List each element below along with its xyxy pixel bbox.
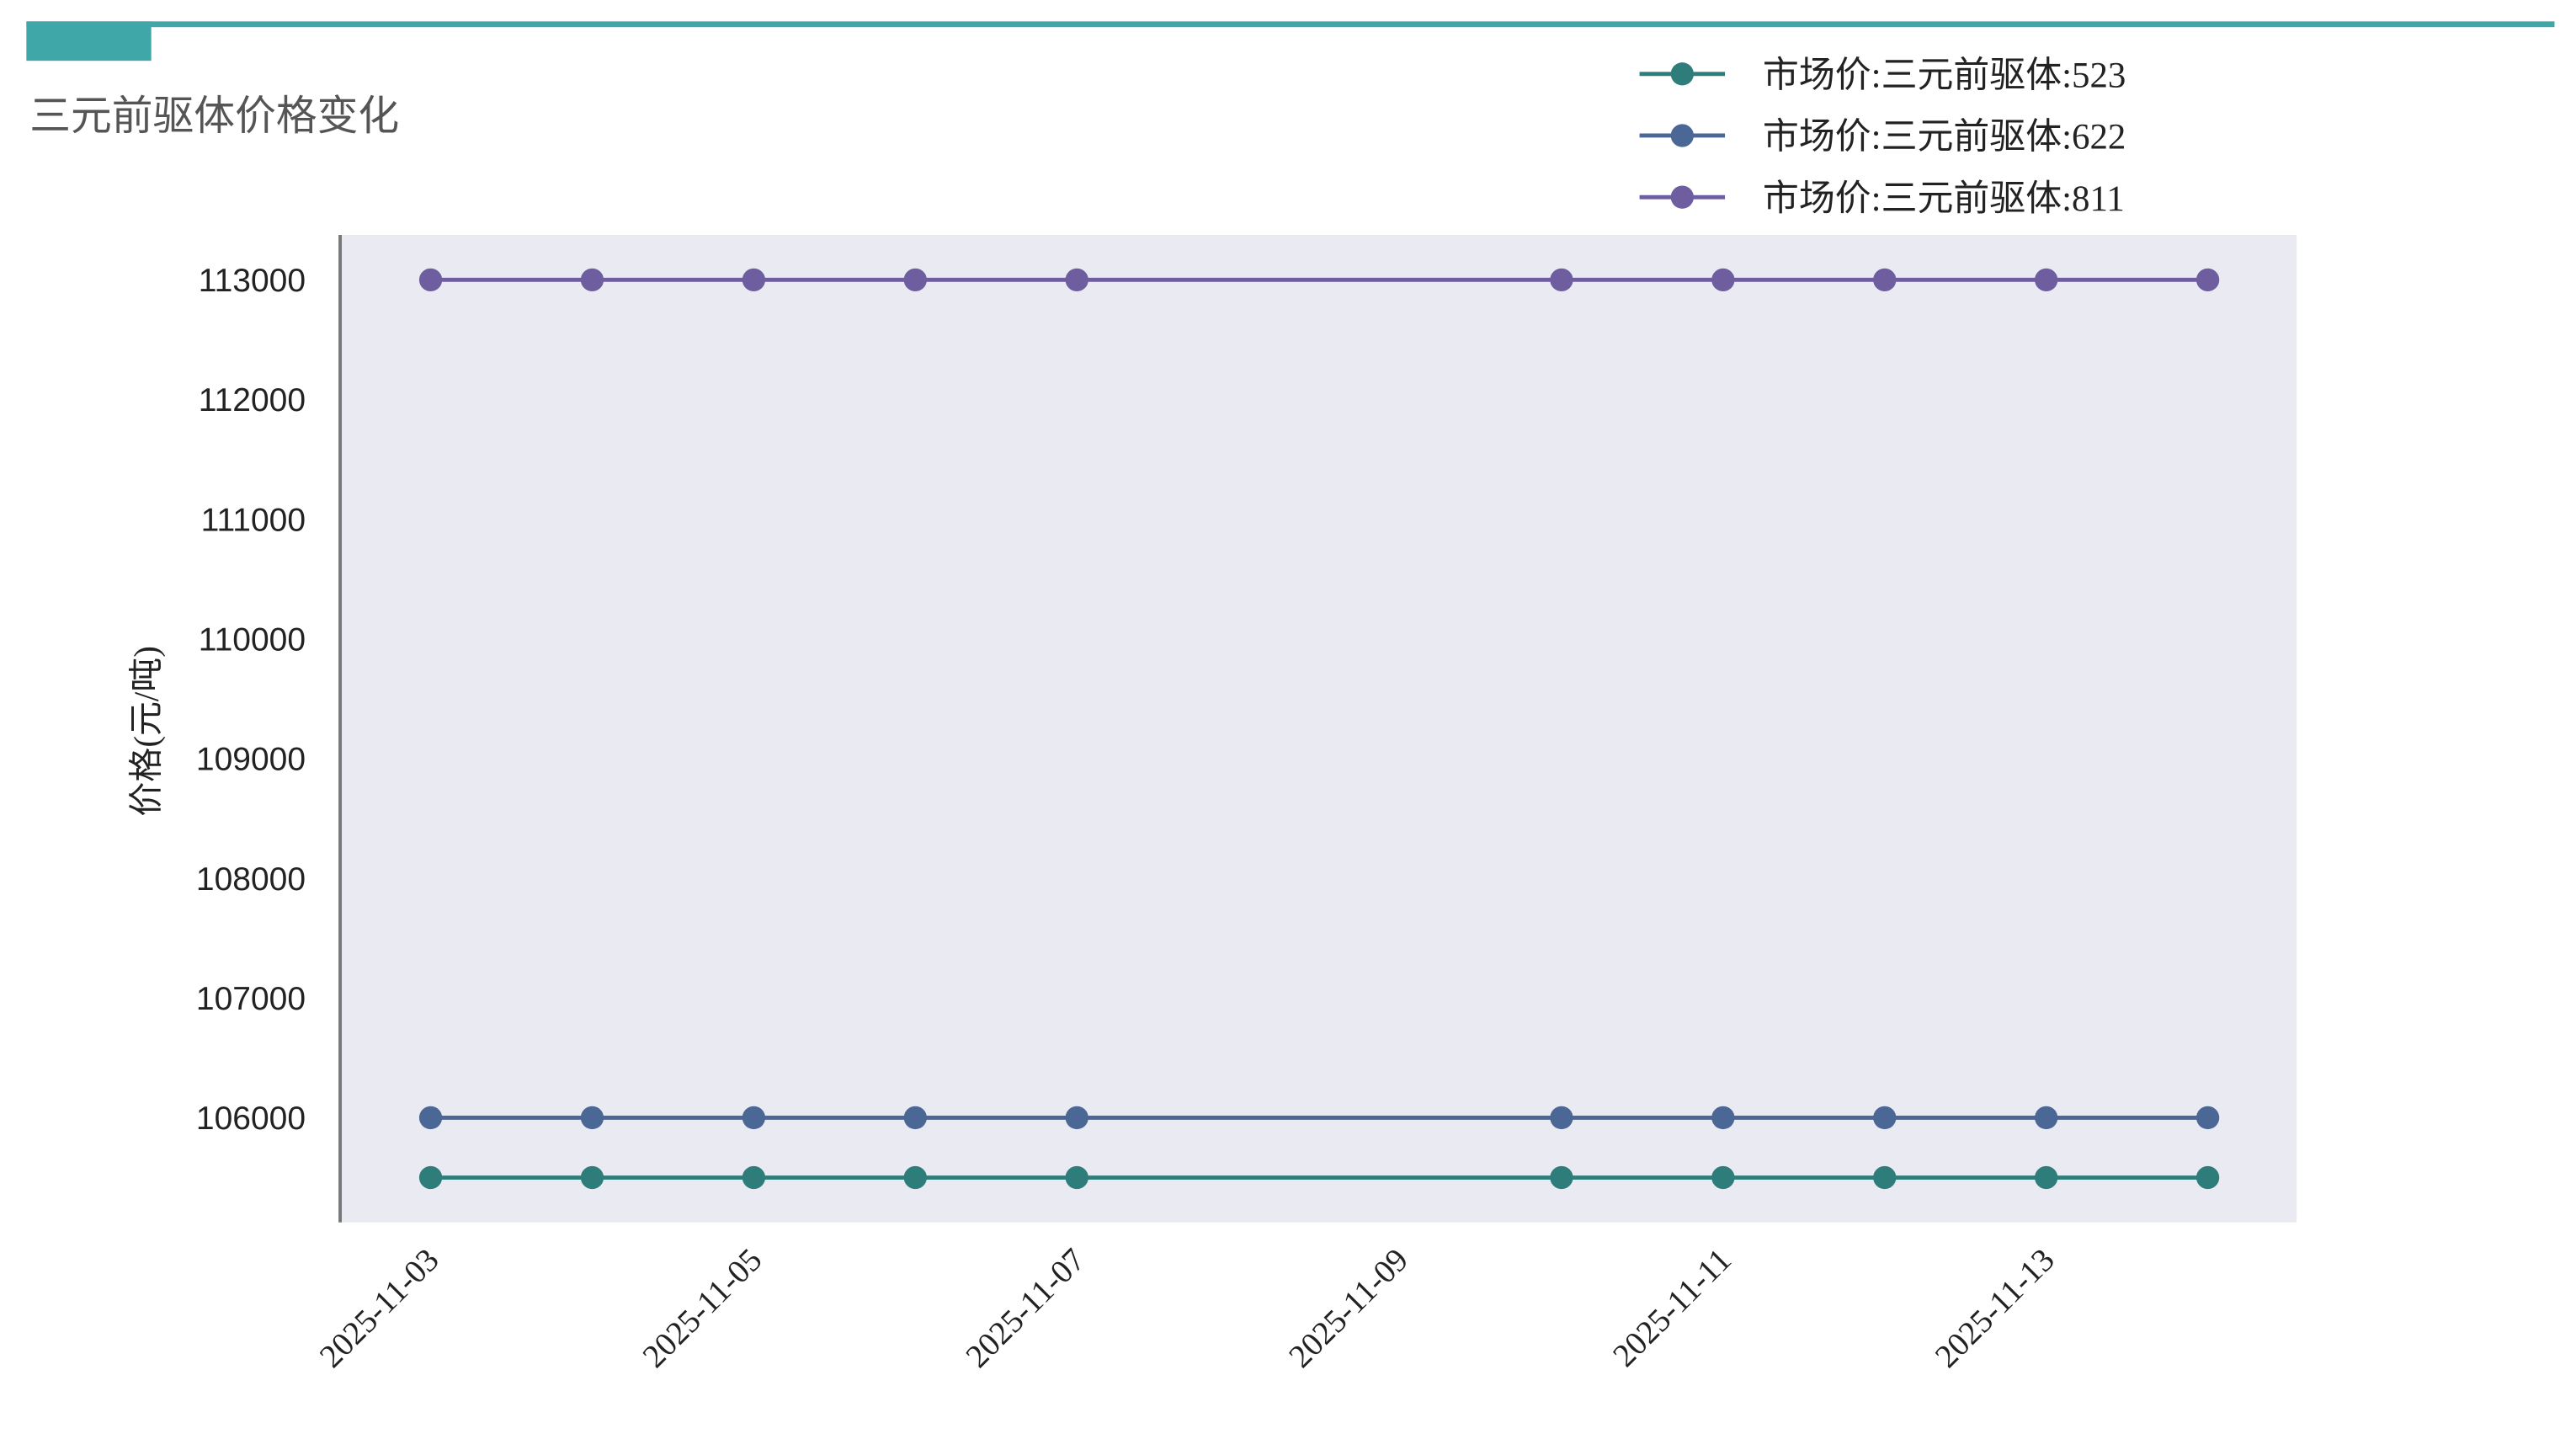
data-point <box>2035 1106 2058 1130</box>
data-point <box>2035 268 2058 292</box>
data-point <box>418 1106 443 1130</box>
data-point <box>742 268 766 292</box>
data-point <box>1873 268 1897 292</box>
data-point <box>1711 1165 1735 1190</box>
legend-marker <box>1670 124 1694 147</box>
header-line <box>26 21 2555 28</box>
y-tick-label: 112000 <box>199 382 306 418</box>
legend-label: 市场价:三元前驱体:622 <box>1763 117 2126 157</box>
data-point <box>742 1165 766 1190</box>
data-point <box>903 1165 927 1190</box>
y-tick-label: 109000 <box>196 742 306 778</box>
y-tick-label: 106000 <box>196 1101 306 1137</box>
legend-marker <box>1670 62 1694 86</box>
legend-marker <box>1670 185 1694 209</box>
data-point <box>903 1106 927 1130</box>
y-axis-label: 价格(元/吨) <box>126 646 165 817</box>
x-tick-label: 2025-11-13 <box>1929 1242 2062 1375</box>
data-point <box>2195 1165 2220 1190</box>
y-tick-label: 107000 <box>196 981 306 1017</box>
data-point <box>1065 1106 1088 1130</box>
x-tick-label: 2025-11-07 <box>959 1242 1092 1375</box>
data-point <box>580 1165 604 1190</box>
data-point <box>742 1106 766 1130</box>
data-point <box>418 1165 443 1190</box>
y-tick-label: 113000 <box>199 263 306 299</box>
data-point <box>1711 268 1735 292</box>
data-point <box>580 1106 604 1130</box>
data-point <box>1065 1165 1088 1190</box>
y-tick-label: 108000 <box>196 861 306 898</box>
data-point <box>1873 1165 1897 1190</box>
data-point <box>1550 1106 1573 1130</box>
x-tick-label: 2025-11-03 <box>313 1242 446 1375</box>
data-point <box>1873 1106 1897 1130</box>
data-point <box>2195 1106 2220 1130</box>
data-point <box>1711 1106 1735 1130</box>
y-tick-label: 110000 <box>199 621 306 658</box>
data-point <box>580 268 604 292</box>
data-point <box>418 268 443 292</box>
data-point <box>903 268 927 292</box>
data-point <box>1550 268 1573 292</box>
x-tick-label: 2025-11-05 <box>636 1242 769 1375</box>
chart-title: 三元前驱体价格变化 <box>29 93 399 139</box>
x-tick-label: 2025-11-11 <box>1606 1242 1738 1374</box>
y-tick-label: 111000 <box>201 502 306 538</box>
data-point <box>1065 268 1088 292</box>
plot-area <box>342 235 2297 1223</box>
legend-label: 市场价:三元前驱体:811 <box>1763 179 2125 219</box>
data-point <box>1550 1165 1573 1190</box>
header-tab <box>26 21 152 61</box>
legend-label: 市场价:三元前驱体:523 <box>1763 55 2126 95</box>
data-point <box>2195 268 2220 292</box>
x-tick-label: 2025-11-09 <box>1282 1242 1415 1375</box>
data-point <box>2035 1165 2058 1190</box>
